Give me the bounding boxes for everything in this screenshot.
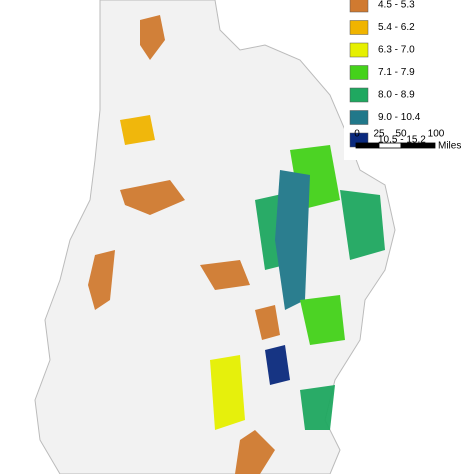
legend-label: 6.3 - 7.0 [378,45,415,56]
patch [235,430,275,474]
patch [340,190,385,260]
legend-swatch [349,42,369,58]
scale-label: 50 [395,129,407,140]
scale-segment [355,142,380,149]
patch [265,345,290,385]
patch [140,15,165,60]
legend-swatch [349,87,369,103]
legend-swatch [349,20,369,35]
legend-label: 9.0 - 10.4 [378,112,421,123]
scale-segment [400,142,436,149]
scale-label: 25 [373,129,385,140]
scale-segment [378,142,402,149]
legend-swatch [349,65,369,80]
scale-unit: Miles [438,141,461,152]
patch [300,385,335,430]
scale-label: 0 [354,129,360,140]
patch [120,180,185,215]
map-patches [88,15,385,474]
legend-label: 8.0 - 8.9 [378,90,415,101]
patch [300,295,345,345]
legend-label: 5.4 - 6.2 [378,22,415,33]
patch [120,115,155,145]
patch [275,170,310,310]
scale-label: 100 [428,129,445,140]
legend-label: 4.5 - 5.3 [378,0,415,11]
patch [200,260,250,290]
patch [210,355,245,430]
legend-swatch [349,110,369,125]
legend-label: 7.1 - 7.9 [378,67,415,78]
legend-label: 10.5 - 15.2 [378,135,426,146]
legend: 4.5 - 5.3 5.4 - 6.2 6.3 - 7.0 7.1 - 7.9 8.0 … [349,0,426,148]
legend-swatch [349,0,369,13]
patch [255,305,280,340]
patch [88,250,115,310]
